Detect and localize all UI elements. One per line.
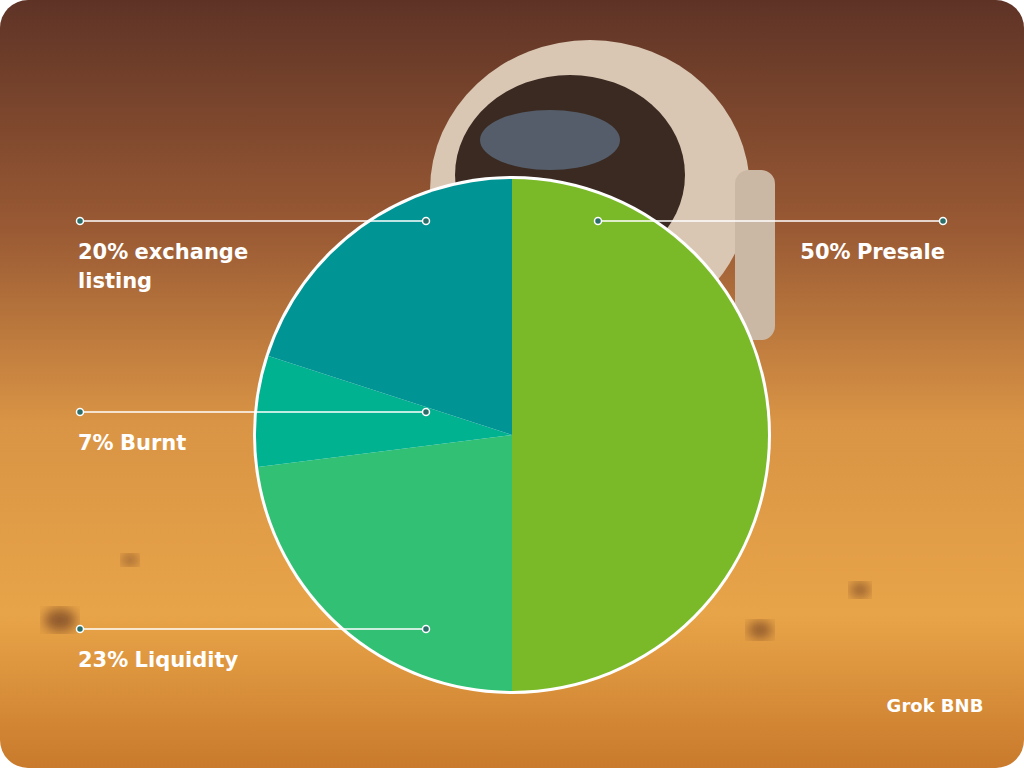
label-part: listing	[78, 269, 152, 293]
leader-dot	[77, 626, 84, 633]
label-part: exchange	[135, 240, 249, 264]
chart: 50% Presale 23% Liquidity 7%Burnt 20% exchange…	[0, 0, 1024, 768]
label-part: 20%	[78, 240, 128, 264]
leader-dot	[940, 218, 947, 225]
leader-line	[80, 411, 426, 413]
leader-dot	[77, 409, 84, 416]
pebble	[850, 583, 870, 597]
background	[0, 0, 1024, 768]
leader-line	[80, 220, 426, 222]
pie-border	[253, 176, 771, 694]
label-part: 23%	[78, 648, 128, 672]
label-part: 7%	[78, 431, 114, 455]
labels: 50% Presale 23% Liquidity 7%Burnt 20% exchange…	[77, 218, 947, 673]
annotation: Grok BNB	[887, 695, 984, 716]
slice	[512, 179, 768, 691]
label-part: Presale	[857, 240, 945, 264]
slice-label: 20% exchange listing	[78, 240, 248, 293]
leader-dot	[423, 626, 430, 633]
leader-dot	[77, 218, 84, 225]
slices	[256, 179, 768, 691]
label-part: 50%	[800, 240, 850, 264]
leader-dot	[595, 218, 602, 225]
leader-dot	[423, 218, 430, 225]
slice	[269, 179, 512, 435]
slice	[258, 435, 512, 691]
leader-line	[598, 220, 943, 222]
leader-line	[80, 628, 426, 630]
label-part: Burnt	[120, 431, 186, 455]
visor-shine	[480, 110, 620, 170]
pebble	[122, 554, 138, 565]
pebble	[748, 622, 772, 639]
label-part: Liquidity	[135, 648, 239, 672]
slice-label: 7%Burnt	[78, 431, 186, 455]
background-fill	[0, 0, 1024, 768]
slice-label: 23% Liquidity	[78, 648, 239, 672]
slice-label: 50% Presale	[800, 240, 945, 264]
leader-dot	[423, 409, 430, 416]
pebble	[44, 609, 76, 631]
